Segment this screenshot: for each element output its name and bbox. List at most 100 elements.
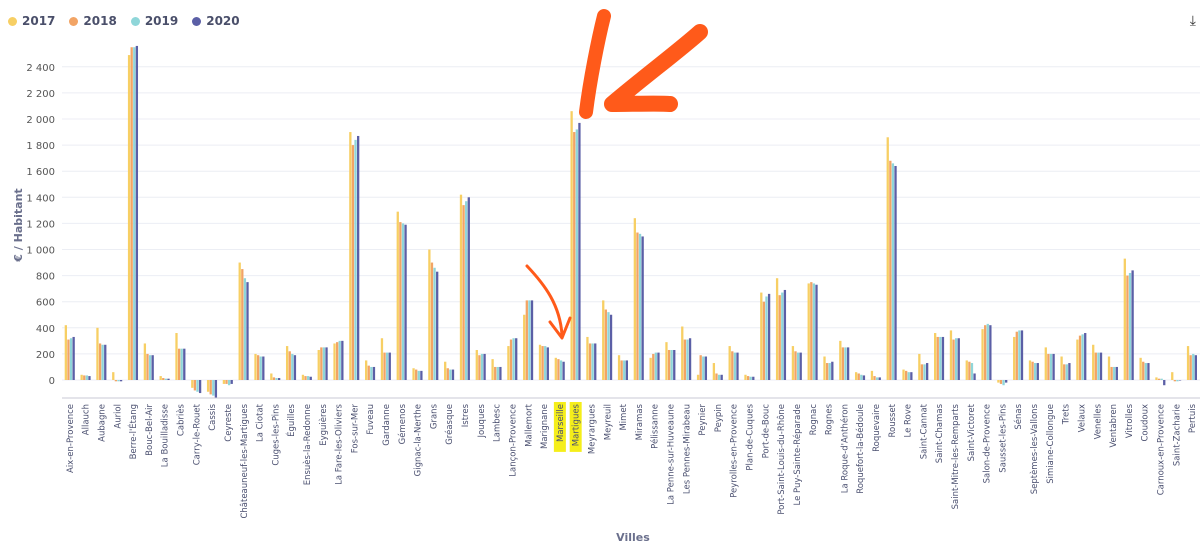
bar[interactable] [1013, 336, 1016, 380]
bar[interactable] [760, 292, 763, 380]
bar[interactable] [96, 327, 99, 380]
bar[interactable] [765, 296, 768, 380]
bar[interactable] [412, 368, 415, 380]
bar[interactable] [127, 55, 131, 381]
bar[interactable] [428, 249, 431, 381]
bar[interactable] [920, 364, 924, 380]
bar[interactable] [167, 378, 170, 380]
bar[interactable] [1018, 330, 1021, 380]
bar[interactable] [272, 377, 276, 380]
bar[interactable] [146, 353, 149, 380]
bar[interactable] [538, 344, 542, 380]
bar[interactable] [465, 201, 468, 380]
bar[interactable] [309, 376, 312, 380]
bar[interactable] [1015, 331, 1018, 380]
bar[interactable] [67, 339, 70, 380]
bar[interactable] [968, 361, 971, 380]
bar[interactable] [351, 145, 355, 380]
bar[interactable] [191, 380, 194, 388]
bar[interactable] [1107, 356, 1111, 380]
bar[interactable] [810, 282, 813, 381]
bar[interactable] [667, 349, 671, 380]
bar[interactable] [336, 342, 339, 380]
bar[interactable] [936, 336, 939, 380]
bar[interactable] [270, 373, 273, 380]
bar[interactable] [665, 342, 668, 380]
bar[interactable] [575, 129, 578, 380]
bar[interactable] [641, 236, 644, 380]
bar[interactable] [212, 380, 215, 396]
bar[interactable] [1081, 334, 1084, 380]
bar[interactable] [246, 282, 249, 381]
bar[interactable] [557, 359, 560, 380]
bar[interactable] [617, 355, 621, 380]
bar[interactable] [238, 262, 241, 380]
bar[interactable] [209, 380, 212, 395]
bar[interactable] [365, 360, 368, 380]
bar[interactable] [902, 369, 905, 380]
bar[interactable] [1052, 353, 1055, 380]
bar[interactable] [573, 132, 576, 380]
bar[interactable] [491, 359, 494, 380]
bar[interactable] [715, 373, 718, 380]
legend-item-2019[interactable]: 2019 [130, 14, 178, 28]
bar[interactable] [588, 343, 592, 380]
bar[interactable] [515, 338, 518, 380]
bar[interactable] [728, 346, 731, 380]
bar[interactable] [783, 289, 787, 380]
bar[interactable] [1131, 270, 1134, 380]
bar[interactable] [554, 357, 557, 380]
bar[interactable] [594, 343, 597, 380]
bar[interactable] [696, 374, 700, 380]
bar[interactable] [243, 278, 247, 380]
bar[interactable] [417, 370, 420, 380]
bar[interactable] [193, 380, 197, 391]
bar[interactable] [275, 378, 278, 380]
bar[interactable] [870, 370, 874, 380]
bar[interactable] [1097, 352, 1100, 380]
bar[interactable] [175, 333, 178, 380]
bar[interactable] [1139, 357, 1142, 380]
bar[interactable] [525, 300, 528, 380]
bar[interactable] [451, 369, 455, 380]
bar[interactable] [636, 232, 639, 380]
bar[interactable] [673, 349, 676, 380]
bar[interactable] [88, 376, 91, 380]
bar[interactable] [507, 346, 510, 380]
bar[interactable] [1192, 353, 1195, 380]
bar[interactable] [683, 339, 687, 380]
bar[interactable] [1113, 366, 1116, 380]
bar[interactable] [306, 376, 310, 380]
bar[interactable] [467, 197, 470, 380]
bar[interactable] [736, 352, 739, 380]
bar[interactable] [1186, 346, 1190, 380]
bar[interactable] [712, 363, 716, 380]
bar[interactable] [910, 372, 913, 380]
bar[interactable] [717, 374, 721, 380]
bar[interactable] [256, 355, 260, 380]
bar[interactable] [291, 353, 294, 380]
bar[interactable] [815, 284, 818, 380]
bar[interactable] [889, 160, 892, 380]
bar[interactable] [349, 132, 352, 380]
bar[interactable] [254, 353, 257, 380]
bar[interactable] [591, 343, 594, 380]
bar[interactable] [420, 370, 423, 380]
bar[interactable] [841, 347, 845, 381]
bar[interactable] [333, 343, 336, 380]
bar[interactable] [285, 346, 289, 380]
bar[interactable] [746, 376, 750, 380]
bar[interactable] [512, 338, 515, 380]
bar[interactable] [401, 223, 405, 380]
bar[interactable] [778, 295, 781, 380]
bar[interactable] [681, 326, 684, 381]
bar[interactable] [198, 380, 202, 394]
bar[interactable] [386, 352, 389, 380]
bar[interactable] [415, 369, 418, 380]
bar[interactable] [1194, 355, 1197, 380]
bar[interactable] [183, 348, 186, 380]
bar[interactable] [731, 351, 734, 380]
bar[interactable] [104, 344, 107, 380]
bar[interactable] [891, 163, 895, 380]
bar[interactable] [846, 347, 850, 381]
